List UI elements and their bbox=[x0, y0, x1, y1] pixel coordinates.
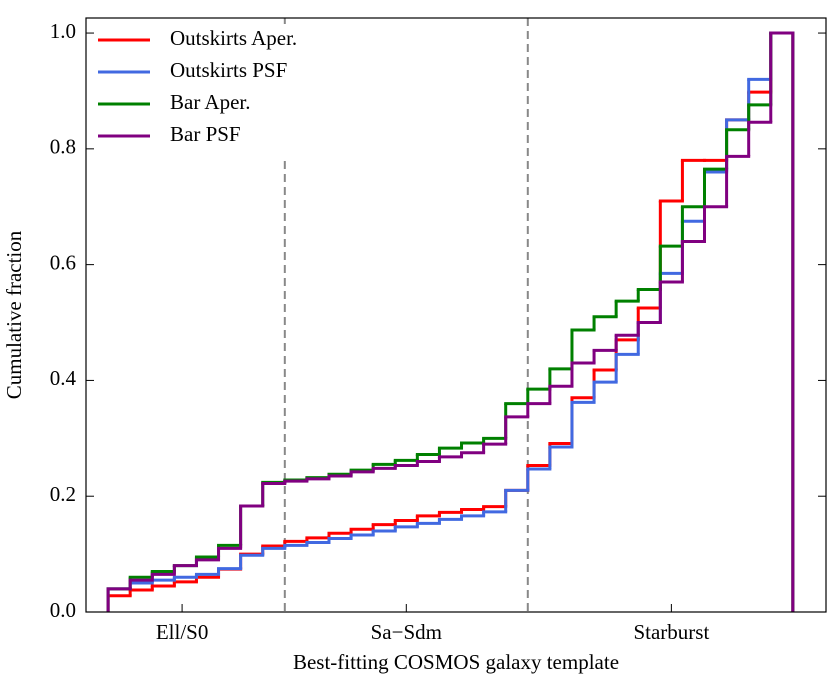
legend-background bbox=[94, 24, 334, 156]
y-tick-label: 0.2 bbox=[50, 482, 76, 506]
legend-label: Bar PSF bbox=[170, 122, 241, 146]
y-tick-label: 0.4 bbox=[50, 366, 77, 390]
x-tick-label: Ell/S0 bbox=[156, 620, 209, 644]
legend-label: Outskirts PSF bbox=[170, 58, 287, 82]
y-tick-label: 0.8 bbox=[50, 135, 76, 159]
y-tick-label: 0.0 bbox=[50, 598, 76, 622]
y-tick-label: 1.0 bbox=[50, 19, 76, 43]
x-axis-label: Best-fitting COSMOS galaxy template bbox=[293, 650, 619, 674]
x-tick-label: Sa−Sdm bbox=[371, 620, 442, 644]
y-tick-label: 0.6 bbox=[50, 250, 76, 274]
legend-label: Outskirts Aper. bbox=[170, 26, 297, 50]
legend-label: Bar Aper. bbox=[170, 90, 250, 114]
plot-frame bbox=[85, 17, 827, 613]
y-axis-label: Cumulative fraction bbox=[2, 230, 26, 399]
x-tick-label: Starburst bbox=[633, 620, 709, 644]
